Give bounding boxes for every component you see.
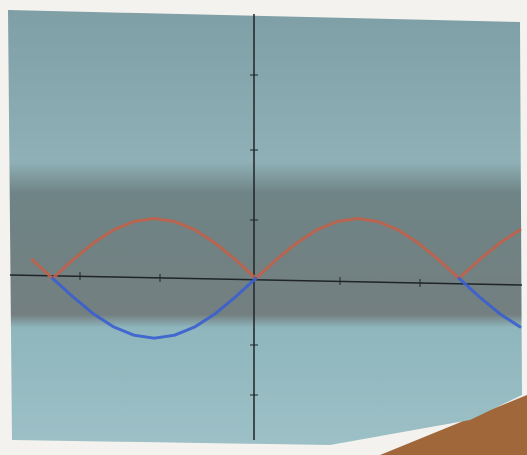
page: {"chart_data": {"type": "line", "x": [-1… [0,0,527,455]
oscilloscope-photo [0,0,527,455]
screen [8,10,522,445]
